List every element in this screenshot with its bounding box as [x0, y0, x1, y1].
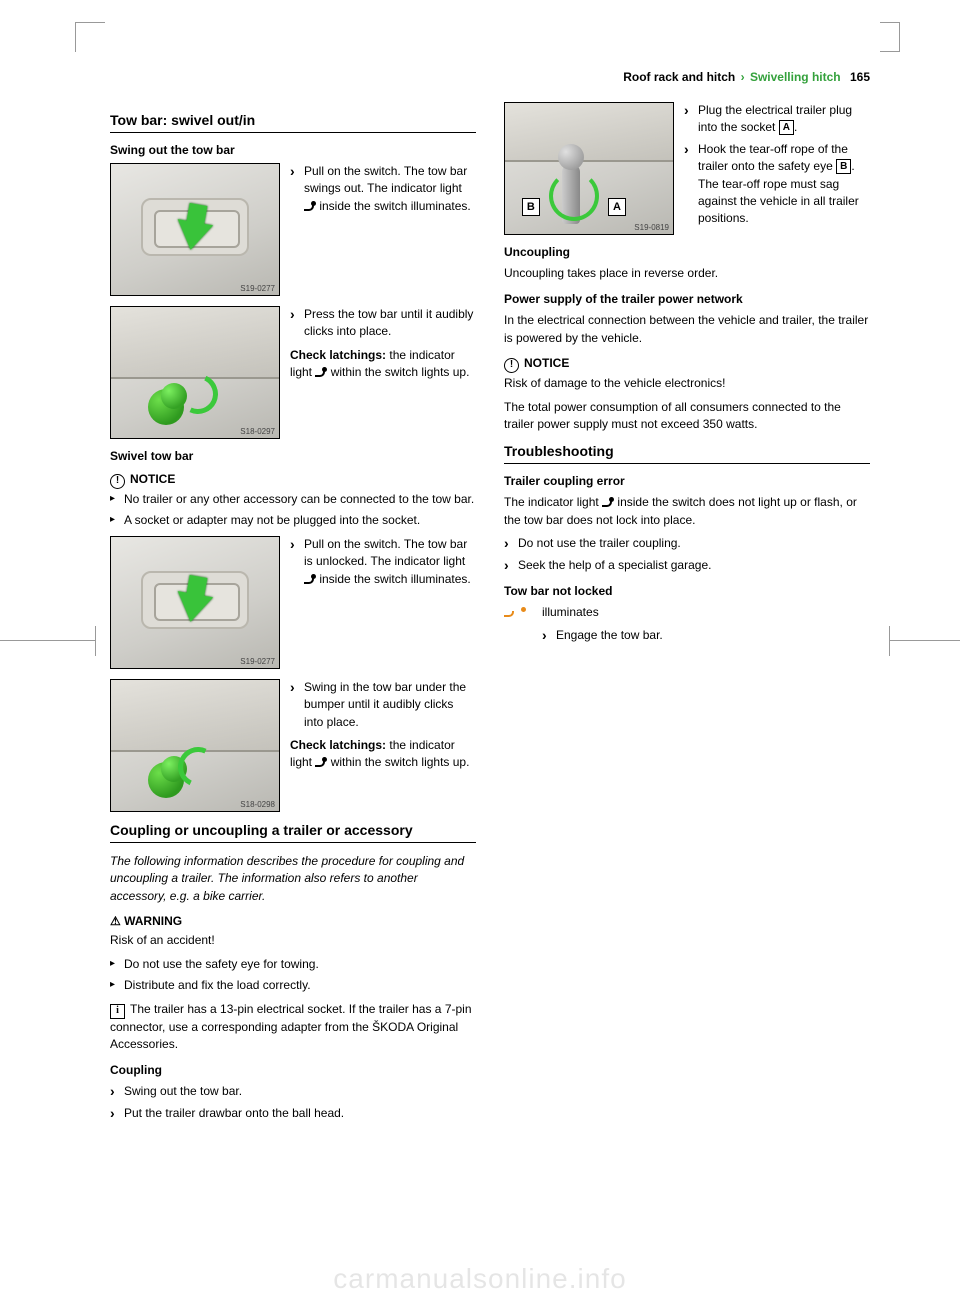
callout-a: A [608, 198, 626, 216]
figure-caption: S19-0277 [240, 657, 275, 666]
hitch-icon [602, 497, 614, 507]
coupling-intro: The following information describes the … [110, 853, 476, 905]
warning-item: Distribute and fix the load correctly. [110, 977, 476, 994]
warning-list: Do not use the safety eye for towing. Di… [110, 956, 476, 995]
error-steps: Do not use the trailer coupling. Seek th… [504, 535, 870, 574]
subheading-uncoupling: Uncoupling [504, 245, 870, 259]
step-text: Hook the tear-off rope of the trailer on… [684, 141, 870, 228]
warning-sub: Risk of an accident! [110, 932, 476, 949]
figure-switch-2: S19-0277 [110, 536, 280, 669]
heading-towbar: Tow bar: swivel out/in [110, 112, 476, 133]
hitch-icon [304, 201, 316, 211]
hitch-icon [304, 574, 316, 584]
step-text: Press the tow bar until it audibly click… [290, 306, 476, 341]
step-text: Swing out the tow bar. [110, 1083, 476, 1100]
manual-page: Roof rack and hitch › Swivelling hitch 1… [0, 0, 960, 1315]
hitch-icon-orange [504, 604, 532, 630]
notlocked-row: illuminates Engage the tow bar. [504, 604, 870, 651]
subheading-notlocked: Tow bar not locked [504, 584, 870, 598]
coupling-steps: Swing out the tow bar. Put the trailer d… [110, 1083, 476, 1122]
notice-label: NOTICE [110, 471, 476, 489]
figure-caption: S19-0819 [634, 223, 669, 232]
page-header: Roof rack and hitch › Swivelling hitch 1… [110, 70, 870, 84]
notice-list: No trailer or any other accessory can be… [110, 491, 476, 530]
subheading-swivel: Swivel tow bar [110, 449, 476, 463]
subheading-coupling: Coupling [110, 1063, 476, 1077]
info-text: The trailer has a 13-pin electrical sock… [110, 1001, 476, 1054]
figure-socket: A B S19-0819 [504, 102, 674, 235]
step-text: Seek the help of a specialist garage. [504, 557, 870, 574]
power-text: In the electrical connection between the… [504, 312, 870, 347]
crop-mark [880, 22, 900, 52]
figure-caption: S18-0298 [240, 800, 275, 809]
figure-caption: S18-0297 [240, 427, 275, 436]
figure-row-4: S18-0298 Swing in the tow bar under the … [110, 679, 476, 812]
page-number: 165 [850, 70, 870, 84]
illuminates-text: illuminates [542, 604, 870, 621]
notice-sub: Risk of damage to the vehicle electronic… [504, 375, 870, 392]
callout-b: B [522, 198, 540, 216]
watermark: carmanualsonline.info [0, 1263, 960, 1295]
step-text: Do not use the trailer coupling. [504, 535, 870, 552]
subheading-error: Trailer coupling error [504, 474, 870, 488]
header-sep: › [741, 70, 745, 84]
check-text: Check latchings: the indicator light wit… [290, 347, 476, 382]
step-text: Pull on the switch. The tow bar swings o… [290, 163, 476, 215]
crop-mark [890, 640, 960, 641]
figure-caption: S19-0277 [240, 284, 275, 293]
figure-switch-1: S19-0277 [110, 163, 280, 296]
content-columns: Tow bar: swivel out/in Swing out the tow… [110, 102, 870, 1232]
subheading-swingout: Swing out the tow bar [110, 143, 476, 157]
heading-troubleshooting: Troubleshooting [504, 443, 870, 464]
notice-label: NOTICE [504, 355, 870, 373]
figure-row-3: S19-0277 Pull on the switch. The tow bar… [110, 536, 476, 669]
step-text: Put the trailer drawbar onto the ball he… [110, 1105, 476, 1122]
figure-ball-2: S18-0298 [110, 679, 280, 812]
header-subsection: Swivelling hitch [750, 70, 841, 84]
warning-item: Do not use the safety eye for towing. [110, 956, 476, 973]
subheading-power: Power supply of the trailer power networ… [504, 292, 870, 306]
ref-a: A [779, 120, 794, 135]
ref-b: B [836, 159, 851, 174]
check-text: Check latchings: the indicator light wit… [290, 737, 476, 772]
error-text: The indicator light inside the switch do… [504, 494, 870, 529]
step-text: Plug the electrical trailer plug into th… [684, 102, 870, 137]
figure-row-5: A B S19-0819 Plug the electrical trailer… [504, 102, 870, 235]
crop-mark [75, 22, 105, 52]
notice-item: A socket or adapter may not be plugged i… [110, 512, 476, 529]
crop-mark [0, 640, 95, 641]
figure-row-2: S18-0297 Press the tow bar until it audi… [110, 306, 476, 439]
step-text: Swing in the tow bar under the bumper un… [290, 679, 476, 731]
hitch-icon [315, 367, 327, 377]
figure-ball-1: S18-0297 [110, 306, 280, 439]
figure-row-1: S19-0277 Pull on the switch. The tow bar… [110, 163, 476, 296]
header-section: Roof rack and hitch [623, 70, 735, 84]
notice-text: The total power consumption of all consu… [504, 399, 870, 434]
warning-label: WARNING [110, 913, 476, 930]
heading-coupling: Coupling or uncoupling a trailer or acce… [110, 822, 476, 843]
uncoupling-text: Uncoupling takes place in reverse order. [504, 265, 870, 282]
step-text: Engage the tow bar. [542, 627, 870, 644]
hitch-icon [315, 757, 327, 767]
step-text: Pull on the switch. The tow bar is unloc… [290, 536, 476, 588]
notice-item: No trailer or any other accessory can be… [110, 491, 476, 508]
